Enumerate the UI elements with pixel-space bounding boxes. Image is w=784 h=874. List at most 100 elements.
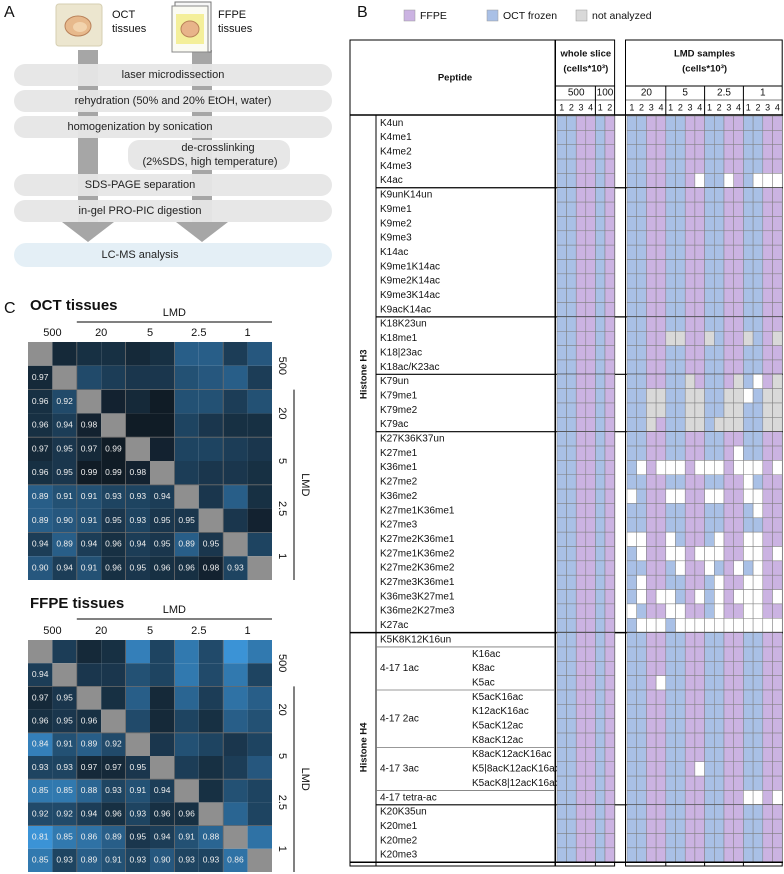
cell (704, 589, 715, 605)
cell (714, 503, 725, 519)
cell (626, 417, 637, 432)
cell (665, 331, 676, 346)
source-label: FFPE (218, 9, 246, 21)
cell-value: 0.90 (32, 562, 49, 572)
cell (733, 775, 744, 791)
cell (694, 130, 705, 145)
cell (772, 847, 783, 863)
cell (655, 460, 667, 475)
cell (694, 388, 705, 404)
cell (566, 503, 577, 519)
cell (684, 775, 696, 791)
cell (723, 488, 734, 504)
diagonal-cell (174, 484, 199, 509)
step-label: SDS-PAGE separation (85, 179, 195, 191)
step-label: laser microdissection (122, 69, 225, 81)
cell (566, 259, 577, 275)
heat-cell (198, 461, 224, 485)
cell (694, 603, 705, 619)
cell (723, 115, 734, 131)
cell (646, 273, 657, 289)
cell (556, 646, 567, 662)
cell (762, 531, 773, 547)
cell (675, 546, 686, 562)
legend-swatch (486, 9, 499, 22)
cell (714, 115, 725, 131)
cell (743, 632, 754, 648)
cell (585, 302, 596, 318)
cell (723, 201, 734, 217)
cell-value: 0.89 (32, 491, 49, 501)
cell (575, 761, 587, 777)
heat-cell (150, 640, 175, 664)
cell (585, 818, 596, 834)
cell (655, 689, 667, 705)
cell (655, 388, 667, 404)
peptide-label: K20me2 (380, 835, 418, 846)
cell-value: 0.93 (130, 491, 147, 501)
cell-value: 0.94 (32, 539, 49, 549)
cell (655, 201, 667, 217)
cell-value: 0.93 (56, 762, 73, 772)
cell (636, 187, 647, 203)
peptide-label: K9unK14un (380, 190, 432, 201)
cell (762, 302, 773, 318)
heat-cell (52, 779, 77, 803)
cell (752, 517, 764, 533)
heat-cell (76, 508, 102, 533)
cell (665, 115, 676, 131)
peptide-label: K27me1 (380, 448, 418, 459)
cell (694, 503, 705, 519)
cell (733, 273, 744, 289)
cell (595, 273, 606, 289)
cell (694, 632, 705, 648)
cell (626, 302, 637, 318)
cell (595, 431, 606, 447)
cell-value: 0.85 (32, 855, 49, 865)
cell (772, 144, 783, 160)
heat-cell (174, 709, 199, 733)
cell (772, 790, 783, 806)
cell (733, 259, 744, 275)
cell (743, 244, 754, 260)
cell (714, 230, 725, 246)
cell (595, 187, 606, 203)
cell (665, 775, 676, 791)
cell (723, 704, 734, 719)
cell (604, 732, 615, 748)
cell (585, 689, 596, 705)
cell (723, 374, 734, 389)
cell (733, 574, 744, 590)
cell (665, 761, 676, 777)
cell (604, 417, 615, 432)
cell (733, 689, 744, 705)
cell (575, 402, 587, 418)
cell (575, 216, 587, 232)
cell (694, 646, 705, 662)
cell (646, 689, 657, 705)
cell (675, 259, 686, 275)
cell (704, 259, 715, 275)
cell (575, 158, 587, 174)
cell (665, 718, 676, 734)
cell (704, 302, 715, 318)
cell (604, 488, 615, 504)
cell (604, 603, 615, 619)
cell-value: 0.97 (81, 762, 98, 772)
cell (566, 460, 577, 475)
heat-cell (125, 342, 150, 366)
cell (743, 273, 754, 289)
cell (772, 259, 783, 275)
heat-cell (52, 437, 77, 461)
cell (604, 345, 615, 361)
cell (595, 445, 606, 461)
cell-value: 0.98 (203, 562, 220, 572)
cell (684, 460, 696, 475)
cell (566, 632, 577, 648)
cell (684, 488, 696, 504)
cell (762, 503, 773, 519)
cell (646, 187, 657, 203)
cell (595, 287, 606, 303)
cell (772, 618, 783, 633)
heat-cell (28, 802, 53, 826)
